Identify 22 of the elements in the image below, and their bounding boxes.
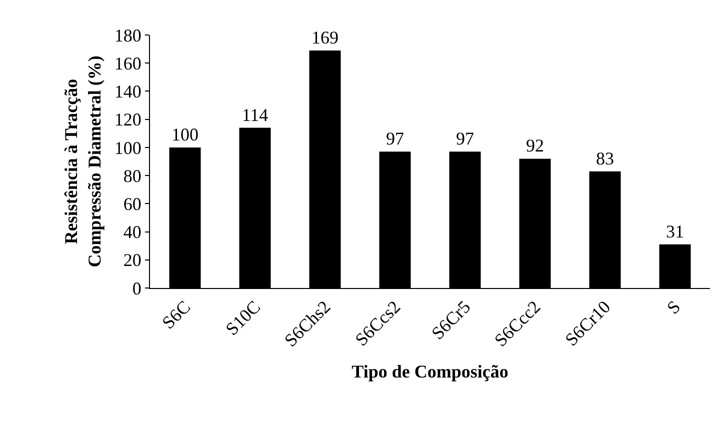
data-label: 169 bbox=[312, 27, 338, 48]
x-axis-title: Tipo de Composição bbox=[352, 362, 508, 382]
y-tick-label: 180 bbox=[114, 25, 142, 46]
y-tick-label: 120 bbox=[114, 110, 142, 130]
data-label: 92 bbox=[526, 136, 544, 156]
y-tick-label: 20 bbox=[123, 250, 142, 270]
y-tick-label: 140 bbox=[114, 82, 142, 102]
data-label: 114 bbox=[242, 104, 268, 125]
data-label: 100 bbox=[172, 124, 198, 144]
y-tick-label: 80 bbox=[123, 166, 142, 186]
y-tick-label: 0 bbox=[132, 278, 142, 298]
data-label: 31 bbox=[666, 221, 684, 242]
y-axis-title: Resistência à Tracção Compressão Diametral (%) bbox=[61, 56, 105, 268]
y-tick-label: 160 bbox=[114, 53, 142, 74]
x-tick-label: S6C bbox=[158, 296, 194, 333]
y-tick-label: 100 bbox=[114, 138, 142, 158]
y-tick-label: 40 bbox=[123, 222, 142, 242]
data-label: 97 bbox=[456, 128, 474, 149]
y-tick-label: 60 bbox=[123, 194, 142, 214]
data-label: 97 bbox=[386, 128, 404, 149]
x-tick-label: S bbox=[662, 296, 684, 318]
data-label: 83 bbox=[596, 148, 614, 168]
